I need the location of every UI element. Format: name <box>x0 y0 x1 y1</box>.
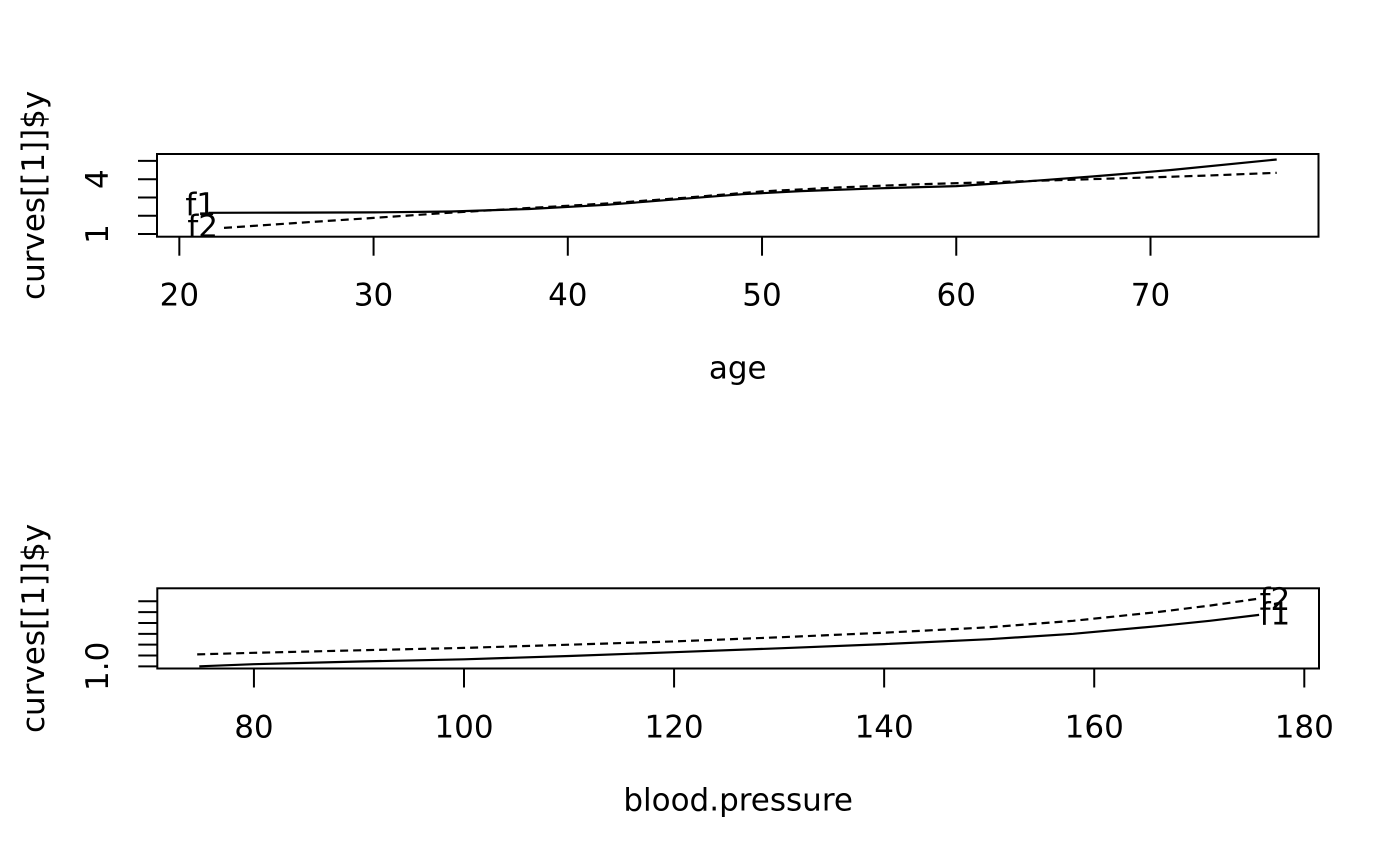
y-axis-label: curves[[1]]$y <box>16 524 52 733</box>
x-tick-label: 180 <box>1275 710 1334 746</box>
panel-2: 80 100 120 140 160 180 1.0 blood.pressure curves… <box>16 524 1334 819</box>
plot-box <box>156 153 1320 238</box>
curve-f1 <box>208 158 1277 214</box>
x-tick-label: 30 <box>354 278 393 314</box>
x-axis-label: age <box>709 351 767 387</box>
curve-label-f1: f1 <box>185 187 216 223</box>
x-tick-label: 40 <box>548 278 587 314</box>
x-tick-label: 140 <box>855 710 914 746</box>
curve-f2 <box>197 597 1260 656</box>
curve-label-f2: f2 <box>1260 582 1291 618</box>
y-tick-label: 4 <box>80 169 116 189</box>
curve-label-f2: f2 <box>187 209 218 245</box>
x-tick-label: 70 <box>1131 278 1170 314</box>
x-tick-label: 120 <box>644 710 703 746</box>
x-tick-label: 50 <box>742 278 781 314</box>
x-tick-label: 100 <box>434 710 493 746</box>
curve-f2 <box>223 171 1277 229</box>
x-tick-label: 60 <box>937 278 976 314</box>
y-tick-label: 1.0 <box>80 642 116 691</box>
x-tick-label: 160 <box>1065 710 1124 746</box>
curve-label-f1: f1 <box>1260 597 1291 633</box>
x-tick-label: 80 <box>234 710 273 746</box>
x-axis-label: blood.pressure <box>623 783 853 819</box>
y-axis-label: curves[[1]]$y <box>16 91 52 300</box>
x-tick-label: 20 <box>160 278 199 314</box>
plot-box <box>156 587 1320 670</box>
y-tick-label: 1 <box>80 224 116 244</box>
curve-f1 <box>199 613 1260 668</box>
